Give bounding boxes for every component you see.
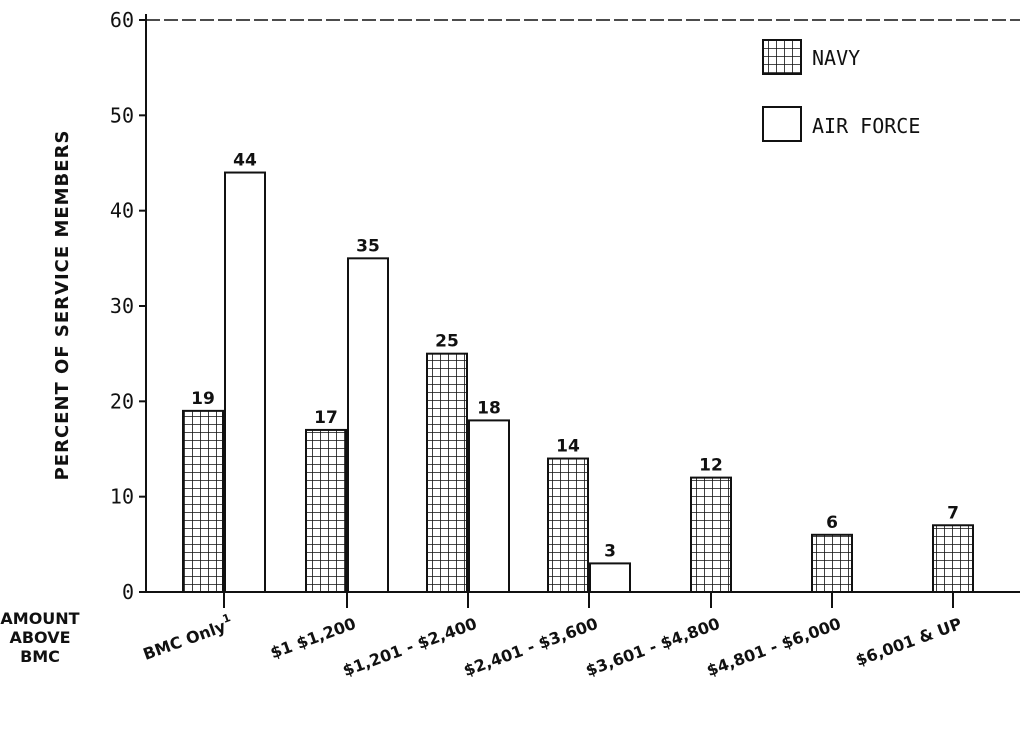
data-label-navy: 17: [314, 408, 338, 428]
y-tick-label: 50: [110, 103, 134, 127]
x-category-label: BMC Only1: [140, 611, 236, 664]
data-label-navy: 19: [191, 389, 215, 409]
y-axis-label: PERCENT OF SERVICE MEMBERS: [52, 130, 73, 481]
footnote-mark: 1: [221, 611, 233, 626]
data-label-air-force: 3: [604, 541, 616, 561]
legend-label-navy: NAVY: [812, 46, 860, 70]
data-label-navy: 7: [947, 503, 959, 523]
x-axis-label-line-2: ABOVE: [9, 628, 70, 647]
legend-label-air-force: AIR FORCE: [812, 114, 920, 138]
bar-air-force: [468, 419, 510, 593]
bars: [182, 171, 974, 594]
bar-air-force: [224, 171, 266, 594]
data-label-air-force: 35: [356, 236, 380, 256]
x-axis-label-line-1: AMOUNT: [0, 609, 79, 628]
bar-air-force: [347, 257, 389, 593]
x-category-label: $1 $1,200: [268, 614, 359, 662]
y-tick-label: 30: [110, 294, 134, 318]
data-label-navy: 25: [435, 332, 459, 352]
bar-navy: [547, 457, 589, 593]
x-category-label: $1,201 - $2,400: [340, 614, 479, 680]
x-category-label: $6,001 & UP: [853, 614, 965, 670]
data-label-navy: 14: [556, 437, 580, 457]
y-tick-label: 20: [110, 389, 134, 413]
y-tick-label: 60: [110, 8, 134, 32]
legend-swatch-air-force: [762, 106, 802, 142]
data-label-navy: 12: [699, 456, 723, 476]
y-tick-label: 10: [110, 485, 134, 509]
bar-navy: [811, 533, 853, 593]
legend-swatch-navy: [762, 39, 802, 75]
bar-navy: [932, 524, 974, 593]
x-category-label: $2,401 - $3,600: [461, 614, 600, 680]
bar-navy: [426, 352, 468, 593]
bar-navy: [690, 476, 732, 594]
bar-air-force: [589, 562, 631, 594]
legend: NAVY AIR FORCE: [762, 39, 920, 142]
data-labels: 19 44 17 35 25 18 14 3 12 6 7: [191, 151, 959, 562]
x-axis-label: AMOUNT ABOVE BMC: [0, 609, 79, 666]
data-label-air-force: 44: [233, 151, 257, 171]
y-tick-label: 40: [110, 199, 134, 223]
x-axis-label-line-3: BMC: [20, 647, 60, 666]
data-label-navy: 6: [826, 513, 838, 533]
bar-navy: [182, 409, 224, 593]
x-category-label: $3,601 - $4,800: [583, 614, 722, 680]
x-category-label: $4,801 - $6,000: [704, 614, 843, 680]
data-label-air-force: 18: [477, 398, 501, 418]
bar-navy: [305, 428, 347, 593]
y-tick-label: 0: [122, 580, 134, 604]
